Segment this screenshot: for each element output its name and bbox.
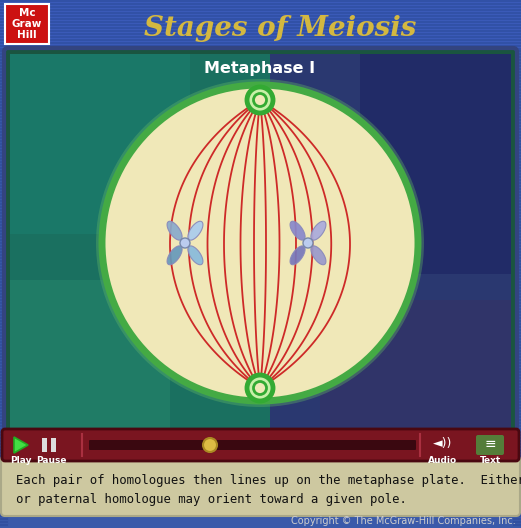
Circle shape (254, 93, 267, 107)
Circle shape (247, 87, 273, 113)
Polygon shape (188, 246, 203, 265)
FancyBboxPatch shape (1, 456, 520, 516)
Text: Pause: Pause (36, 456, 66, 465)
Bar (10, 54, 270, 428)
Text: Graw: Graw (12, 19, 42, 29)
Bar (270, 54, 511, 428)
Bar (10, 54, 190, 234)
FancyBboxPatch shape (89, 440, 416, 450)
FancyBboxPatch shape (476, 435, 504, 455)
Polygon shape (14, 437, 28, 453)
FancyBboxPatch shape (5, 4, 49, 44)
Text: Stages of Meiosis: Stages of Meiosis (144, 14, 416, 42)
Circle shape (254, 382, 267, 394)
Polygon shape (167, 221, 182, 240)
Polygon shape (290, 246, 305, 265)
Text: Mc: Mc (19, 8, 35, 18)
Circle shape (96, 79, 424, 407)
Text: Metaphase I: Metaphase I (204, 61, 316, 76)
Polygon shape (311, 246, 326, 265)
Circle shape (247, 375, 273, 401)
Circle shape (102, 85, 418, 401)
Bar (42, 438, 47, 452)
Circle shape (203, 438, 217, 452)
Polygon shape (311, 221, 326, 240)
Text: Hill: Hill (17, 30, 37, 40)
Text: Audio: Audio (428, 456, 457, 465)
Text: Each pair of homologues then lines up on the metaphase plate.  Either maternal
o: Each pair of homologues then lines up on… (16, 474, 521, 505)
Bar (10, 280, 170, 428)
FancyBboxPatch shape (2, 429, 519, 461)
Bar (51, 438, 56, 452)
Text: ≡: ≡ (484, 437, 496, 451)
FancyBboxPatch shape (4, 48, 517, 434)
Bar (0, 0, 521, 50)
Circle shape (303, 238, 313, 248)
Polygon shape (167, 246, 182, 265)
Text: Text: Text (479, 456, 501, 465)
Circle shape (180, 238, 190, 248)
Text: ◄)): ◄)) (433, 438, 453, 450)
Bar (320, 300, 511, 428)
Text: Copyright © The McGraw-Hill Companies, Inc.: Copyright © The McGraw-Hill Companies, I… (291, 516, 516, 526)
Bar (360, 54, 511, 274)
Polygon shape (290, 221, 305, 240)
Polygon shape (188, 221, 203, 240)
Text: Play: Play (10, 456, 32, 465)
